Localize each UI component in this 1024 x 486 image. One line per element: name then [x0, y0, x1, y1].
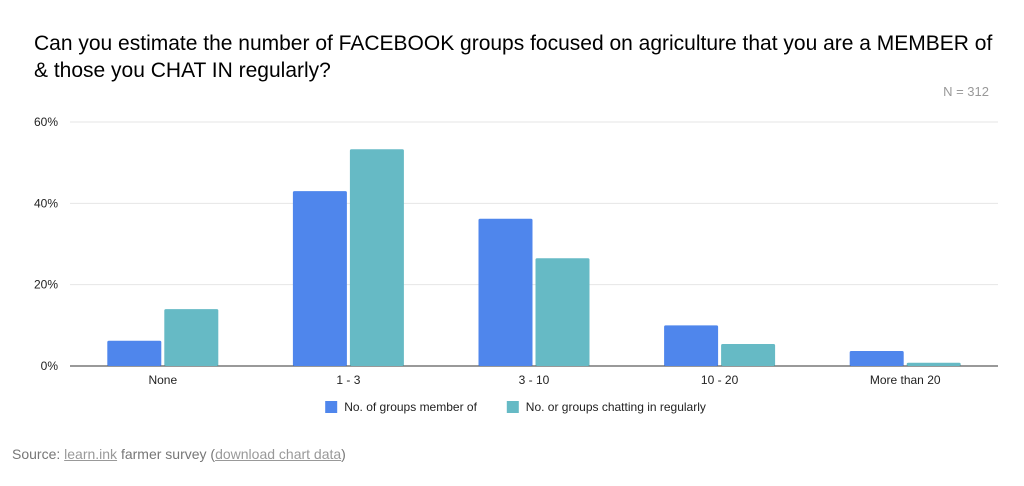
source-prefix: Source:	[12, 446, 65, 462]
legend-label: No. or groups chatting in regularly	[526, 400, 706, 414]
sample-size-note: N = 312	[943, 84, 989, 99]
bar	[721, 344, 776, 366]
bar	[535, 258, 590, 366]
chart-title: Can you estimate the number of FACEBOOK …	[34, 32, 993, 82]
bar-chart: 0% 20% 40% 60% None 1 - 3 3 - 10 10 - 20 More th…	[34, 115, 998, 414]
learn-ink-link[interactable]: learn.ink	[64, 446, 118, 462]
source-suffix: )	[341, 446, 346, 462]
x-tick-label: 1 - 3	[336, 373, 360, 387]
bar	[292, 191, 347, 366]
legend-swatch	[506, 401, 519, 413]
legend-swatch	[325, 401, 338, 413]
y-tick-label: 0%	[41, 359, 59, 373]
bar	[349, 149, 404, 366]
bar	[164, 309, 219, 366]
x-tick-label: 10 - 20	[701, 373, 739, 387]
x-tick-label: 3 - 10	[519, 373, 550, 387]
x-tick-label: None	[148, 373, 177, 387]
bar	[906, 362, 961, 366]
y-tick-label: 20%	[34, 278, 58, 292]
source-line: Source: learn.ink farmer survey (downloa…	[12, 446, 346, 462]
bar	[664, 325, 719, 366]
bar	[107, 340, 162, 366]
legend-label: No. of groups member of	[344, 400, 477, 414]
y-tick-label: 60%	[34, 115, 58, 129]
source-middle: farmer survey (	[117, 446, 216, 462]
download-chart-data-link[interactable]: download chart data	[215, 446, 342, 462]
x-tick-label: More than 20	[870, 373, 941, 387]
bar	[849, 350, 904, 366]
bar	[478, 218, 533, 366]
y-tick-label: 40%	[34, 196, 58, 210]
